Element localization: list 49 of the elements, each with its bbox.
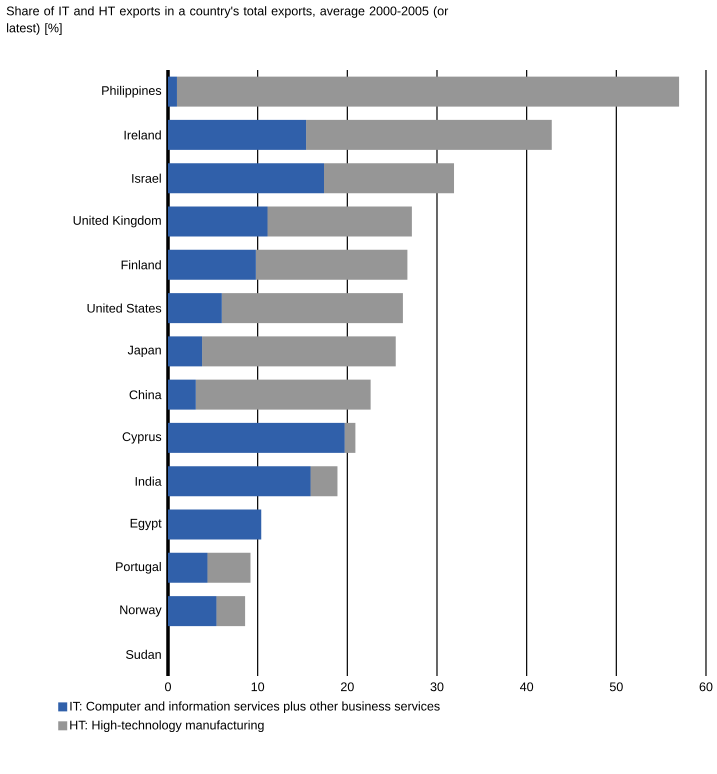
- bar: [168, 596, 216, 626]
- bar: [207, 552, 250, 583]
- x-tick-label: 20: [341, 682, 354, 692]
- bar: [168, 336, 202, 366]
- bar: [168, 76, 177, 107]
- bar: [196, 380, 371, 410]
- bar: [256, 250, 408, 280]
- y-tick-label: India: [136, 476, 162, 486]
- y-tick-label: Cyprus: [122, 432, 162, 444]
- bar: [168, 293, 222, 324]
- bar: [202, 336, 396, 366]
- legend-label: IT: Computer and information services plus other business services: [70, 701, 440, 714]
- y-tick-label: United States: [88, 303, 162, 313]
- bar: [168, 466, 311, 496]
- x-tick-label: 10: [252, 682, 264, 692]
- bar: [344, 422, 356, 453]
- x-tick-label: 40: [520, 682, 534, 692]
- bar: [168, 250, 256, 280]
- y-tick-label: Ireland: [124, 130, 161, 140]
- legend-label: HT: High-technology manufacturing: [70, 720, 264, 732]
- chart-title: Share of IT and HT exports in a country's total exports, average 2000-2005 (or latest) [%]: [6, 6, 448, 35]
- y-tick-label: Japan: [128, 346, 161, 357]
- x-tick-label: 30: [430, 682, 444, 692]
- y-tick-label: United Kingdom: [74, 216, 161, 228]
- bar: [168, 510, 262, 540]
- y-tick-label: Philippines: [102, 86, 162, 98]
- y-tick-label: Egypt: [130, 518, 162, 530]
- bar: [306, 120, 552, 150]
- bar: [168, 422, 345, 453]
- bar: [168, 380, 196, 410]
- x-tick-label: 60: [700, 682, 712, 692]
- x-tick-label: 50: [610, 682, 623, 692]
- bar: [168, 163, 324, 194]
- y-tick-label: Finland: [122, 260, 161, 270]
- bar: [176, 76, 680, 107]
- bar: [168, 552, 208, 583]
- y-tick-label: Israel: [132, 174, 161, 183]
- bar: [168, 120, 306, 150]
- bar: [168, 206, 268, 237]
- y-tick-label: Portugal: [116, 562, 161, 574]
- y-tick-label: China: [130, 390, 162, 400]
- y-tick-label: Norway: [120, 605, 162, 617]
- bar: [324, 163, 454, 194]
- bar: [222, 293, 403, 324]
- bar: [216, 596, 246, 626]
- y-tick-label: Sudan: [126, 650, 161, 659]
- x-tick-label: 0: [165, 682, 171, 692]
- bar: [310, 466, 338, 496]
- bar: [268, 206, 412, 237]
